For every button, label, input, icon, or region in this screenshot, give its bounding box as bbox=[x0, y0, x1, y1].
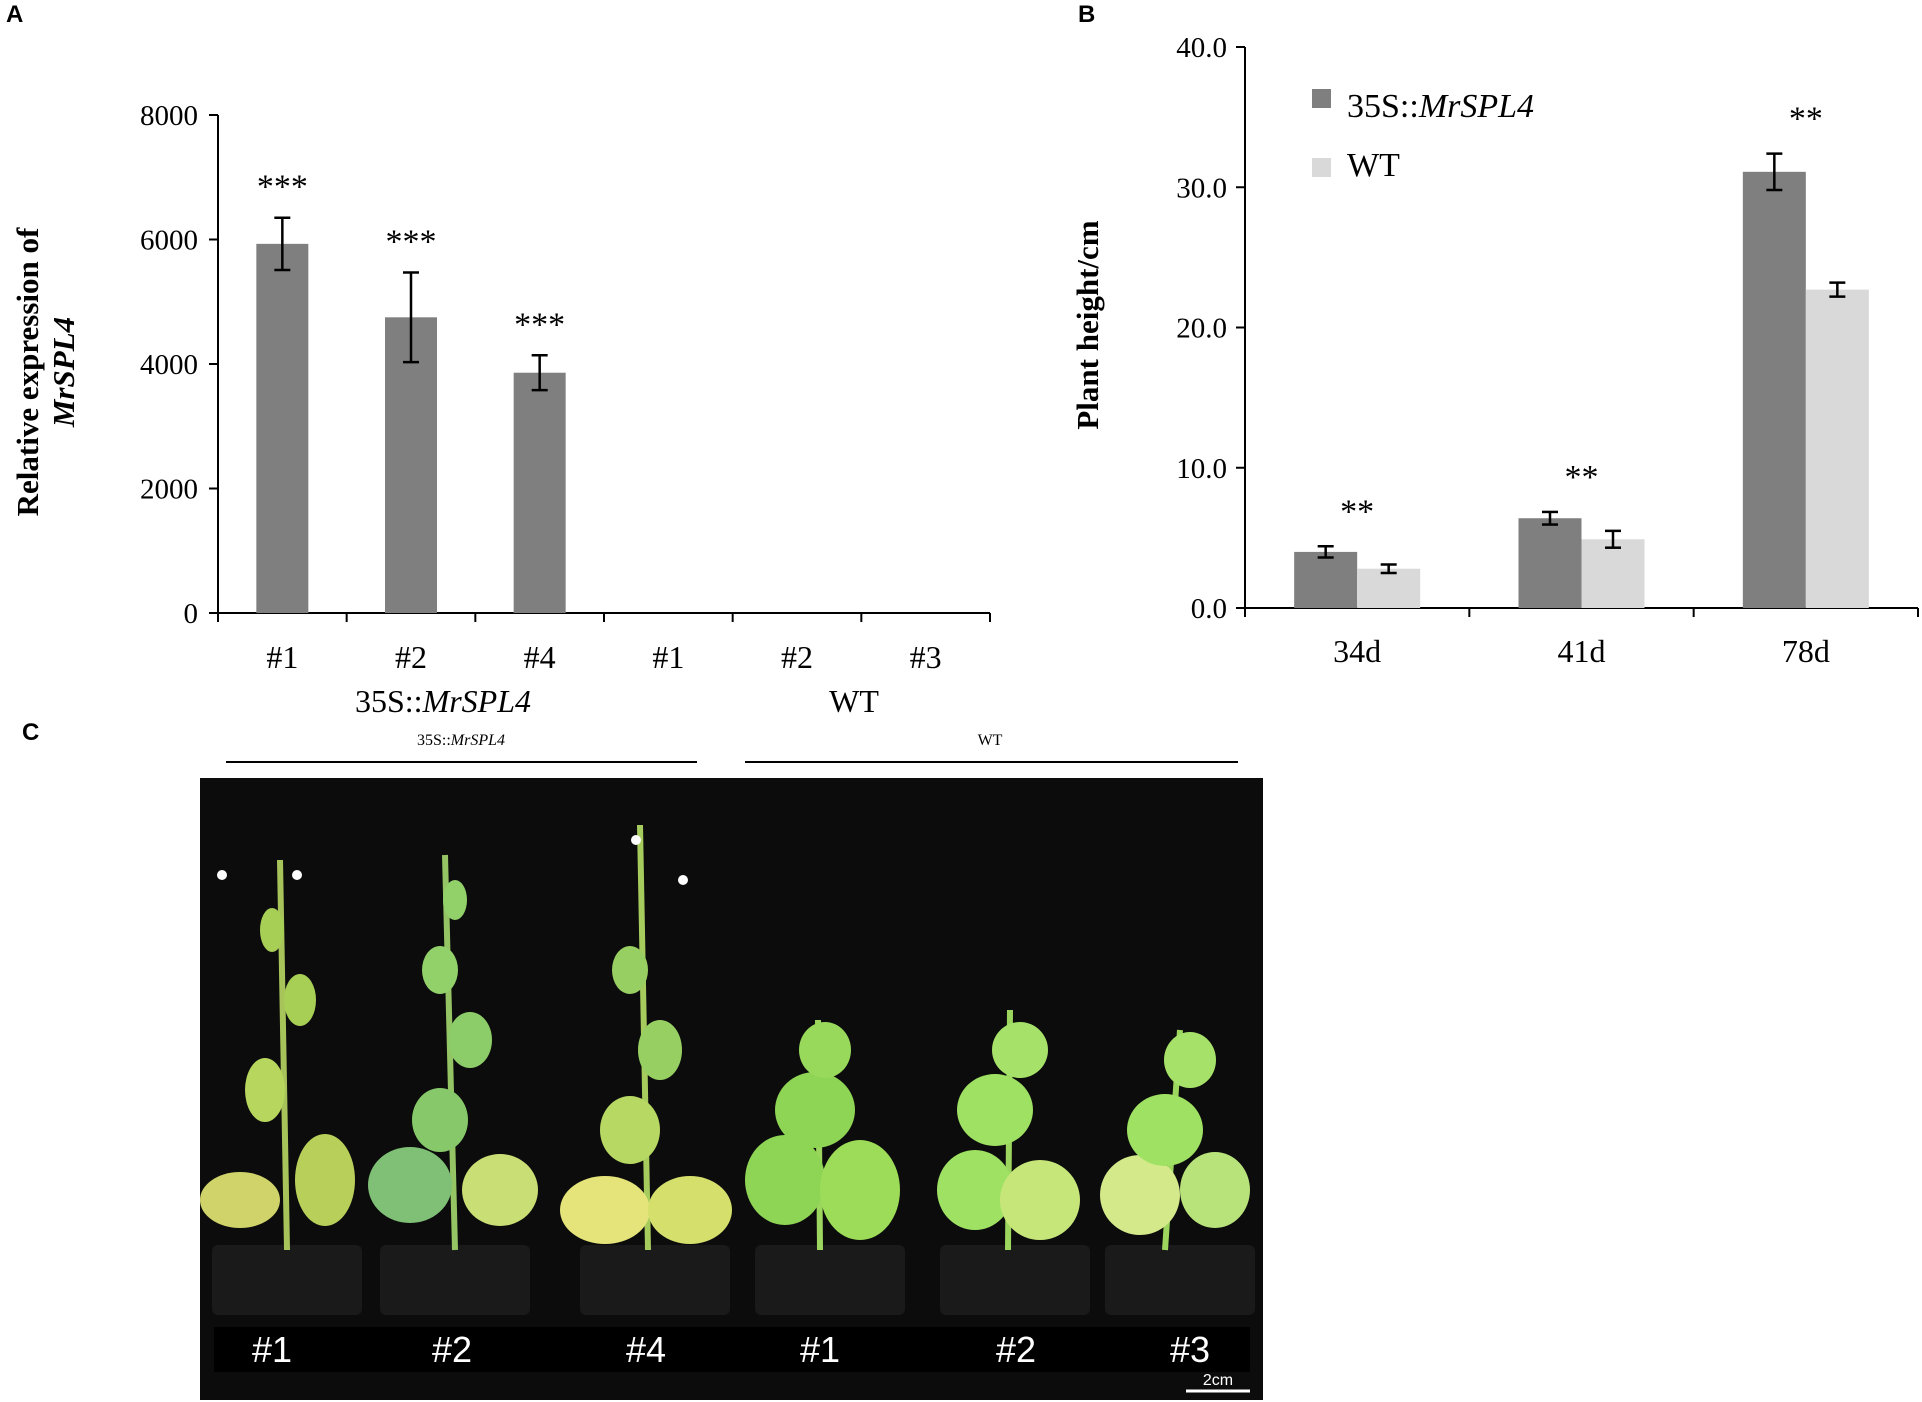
chart-b-significance: ** bbox=[1340, 493, 1374, 530]
chart-a-group-transgenic: 35S::MrSPL4 bbox=[355, 683, 531, 719]
chart-b-categories: 34d 41d 78d bbox=[1333, 633, 1830, 669]
chart-b-bar bbox=[1742, 171, 1806, 608]
chart-a-category-label: #3 bbox=[910, 639, 942, 675]
plant-5 bbox=[937, 1009, 1090, 1315]
chart-b-bar bbox=[1357, 568, 1421, 608]
plant-3 bbox=[560, 824, 732, 1315]
photo-plant-label: #1 bbox=[252, 1329, 292, 1370]
chart-b-category-label: 78d bbox=[1782, 633, 1830, 669]
chart-a-significance: *** bbox=[514, 306, 565, 343]
panel-label-a: A bbox=[6, 1, 23, 28]
chart-a-category-label: #2 bbox=[781, 639, 813, 675]
chart-b-category-label: 41d bbox=[1558, 633, 1606, 669]
chart-a-y-tick-label: 2000 bbox=[140, 474, 198, 506]
legend-label-wt: WT bbox=[1347, 147, 1400, 184]
chart-a-y-label-line1: Relative expression of bbox=[10, 227, 45, 516]
chart-a-category-label: #2 bbox=[395, 639, 427, 675]
chart-a-y-tick-label: 4000 bbox=[140, 349, 198, 381]
chart-a-y-label-line2: MrSPL4 bbox=[46, 317, 81, 428]
chart-b-y-tick-label: 30.0 bbox=[1176, 172, 1227, 204]
chart-a-significance: *** bbox=[257, 169, 308, 206]
chart-b-y-tick-label: 40.0 bbox=[1176, 32, 1227, 64]
photo-plant-label: #2 bbox=[432, 1329, 472, 1370]
chart-a-significance: *** bbox=[386, 223, 437, 260]
plant-2 bbox=[368, 854, 538, 1315]
chart-a: 0 2000 4000 6000 8000 *** *** *** #1 #2 #4 #1 #2 #3… bbox=[10, 100, 991, 719]
panel-label-c: C bbox=[22, 719, 39, 746]
photo-labels: #1 #2 #4 #1 #2 #3 bbox=[252, 1329, 1210, 1370]
chart-b-bar bbox=[1581, 539, 1645, 608]
photo-plant-label: #2 bbox=[996, 1329, 1036, 1370]
chart-a-y-tick-label: 8000 bbox=[140, 100, 198, 132]
plant-1 bbox=[200, 859, 362, 1315]
chart-b-bar bbox=[1518, 518, 1582, 608]
chart-a-categories: #1 #2 #4 #1 #2 #3 bbox=[266, 639, 941, 675]
chart-b-category-label: 34d bbox=[1333, 633, 1381, 669]
chart-a-bar bbox=[385, 317, 437, 613]
chart-a-category-label: #4 bbox=[524, 639, 556, 675]
chart-b-y-tick-label: 0.0 bbox=[1191, 593, 1227, 625]
chart-b-y-tick-label: 20.0 bbox=[1176, 313, 1227, 345]
chart-b-bar bbox=[1294, 551, 1358, 608]
chart-a-y-ticks: 0 2000 4000 6000 8000 bbox=[140, 100, 991, 630]
panel-c: 35S::MrSPL4 WT bbox=[200, 732, 1263, 1400]
chart-a-group-wt: WT bbox=[829, 683, 879, 719]
chart-a-y-tick-label: 6000 bbox=[140, 225, 198, 257]
photo-plant-label: #4 bbox=[626, 1329, 666, 1370]
chart-a-bar bbox=[256, 243, 309, 614]
chart-a-y-tick-label: 0 bbox=[184, 598, 199, 630]
chart-b-significance: ** bbox=[1789, 101, 1823, 138]
chart-a-bars: *** *** *** bbox=[256, 169, 566, 614]
photo-group-transgenic: 35S::MrSPL4 bbox=[417, 732, 505, 749]
chart-b: 0.0 10.0 20.0 30.0 40.0 ** ** ** 34d 41d 78d Pla… bbox=[1070, 32, 1919, 669]
chart-a-category-label: #1 bbox=[652, 639, 684, 675]
photo-plant-label: #3 bbox=[1170, 1329, 1210, 1370]
photo-group-wt: WT bbox=[978, 732, 1003, 749]
legend-swatch-wt bbox=[1312, 158, 1331, 177]
chart-b-bars: ** ** ** bbox=[1294, 101, 1869, 608]
chart-b-y-label: Plant height/cm bbox=[1070, 220, 1105, 429]
chart-b-y-ticks: 0.0 10.0 20.0 30.0 40.0 bbox=[1176, 32, 1919, 625]
photo-plant-label: #1 bbox=[800, 1329, 840, 1370]
chart-a-bar bbox=[513, 372, 566, 613]
scale-bar-label: 2cm bbox=[1203, 1372, 1233, 1389]
chart-a-category-label: #1 bbox=[266, 639, 298, 675]
plant-6 bbox=[1100, 1029, 1255, 1315]
chart-b-y-tick-label: 10.0 bbox=[1176, 453, 1227, 485]
legend-swatch-transgenic bbox=[1312, 89, 1331, 108]
photo-label-strip bbox=[214, 1327, 1250, 1372]
panel-label-b: B bbox=[1078, 1, 1095, 28]
chart-b-significance: ** bbox=[1565, 459, 1599, 496]
chart-b-bar bbox=[1805, 289, 1869, 608]
plant-4 bbox=[745, 1019, 905, 1315]
legend-label-transgenic: 35S::MrSPL4 bbox=[1347, 88, 1534, 125]
